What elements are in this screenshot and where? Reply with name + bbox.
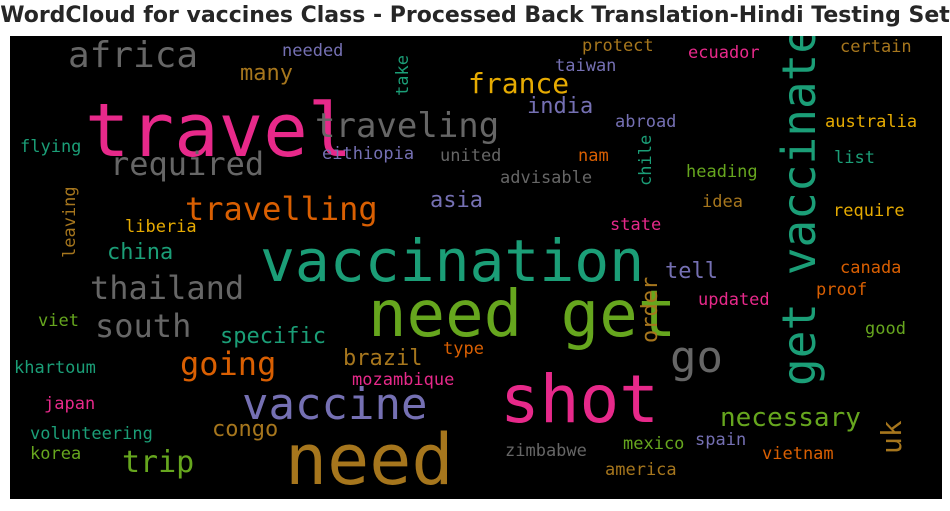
word-required: required (110, 148, 264, 180)
word-travelling: travelling (185, 193, 378, 225)
word-australia: australia (825, 114, 917, 131)
word-eithiopia: eithiopia (322, 146, 414, 163)
wordcloud-canvas: travel vaccination need get shot need get vac… (10, 36, 942, 499)
word-ecuador: ecuador (688, 45, 760, 62)
word-idea: idea (702, 194, 743, 211)
word-united: united (440, 148, 501, 165)
word-mexico: mexico (623, 436, 684, 453)
word-canada: canada (840, 260, 901, 277)
word-type: type (443, 341, 484, 358)
word-need-get: need get (368, 283, 676, 347)
word-proof: proof (816, 282, 867, 299)
chart-title: WordCloud for vaccines Class - Processed… (0, 3, 950, 28)
word-khartoum: khartoum (14, 360, 96, 377)
word-list: list (834, 150, 875, 167)
word-tell: tell (665, 261, 718, 283)
word-many: many (240, 63, 293, 85)
word-congo: congo (212, 419, 278, 441)
word-needed: needed (282, 43, 343, 60)
word-viet: viet (38, 313, 79, 330)
word-taiwan: taiwan (555, 58, 616, 75)
word-japan: japan (44, 396, 95, 413)
word-shot: shot (500, 367, 659, 433)
word-necessary: necessary (720, 405, 861, 431)
word-vietnam: vietnam (762, 446, 834, 463)
word-asia: asia (430, 190, 483, 212)
word-america: america (605, 462, 677, 479)
word-order: order (640, 277, 662, 343)
word-go: go (670, 336, 723, 380)
word-take: take (395, 55, 412, 96)
word-zimbabwe: zimbabwe (505, 443, 587, 460)
word-updated: updated (698, 292, 770, 309)
word-thailand: thailand (90, 272, 244, 304)
word-need: need (285, 425, 454, 495)
word-heading: heading (686, 164, 758, 181)
word-mozambique: mozambique (352, 372, 454, 389)
word-korea: korea (30, 446, 81, 463)
word-good: good (865, 321, 906, 338)
word-require: require (833, 203, 905, 220)
word-volunteering: volunteering (30, 426, 153, 443)
word-abroad: abroad (615, 114, 676, 131)
word-spain: spain (695, 432, 746, 449)
word-brazil: brazil (343, 348, 422, 370)
word-uk: uk (878, 420, 906, 454)
word-south: south (95, 310, 191, 342)
word-get-vaccinated: get vaccinated (776, 36, 822, 386)
word-advisable: advisable (500, 170, 592, 187)
word-africa: africa (68, 38, 198, 74)
word-flying: flying (20, 139, 81, 156)
word-going: going (180, 348, 276, 380)
word-nam: nam (578, 148, 609, 165)
word-china: china (107, 242, 173, 264)
word-leaving: leaving (62, 186, 79, 258)
word-traveling: traveling (315, 109, 499, 143)
word-certain: certain (840, 39, 912, 56)
word-state: state (610, 217, 661, 234)
word-trip: trip (122, 448, 194, 478)
word-protect: protect (582, 38, 654, 55)
word-specific: specific (220, 326, 326, 348)
word-chile: chile (638, 135, 655, 186)
word-india: india (527, 96, 593, 118)
word-liberia: liberia (125, 219, 197, 236)
